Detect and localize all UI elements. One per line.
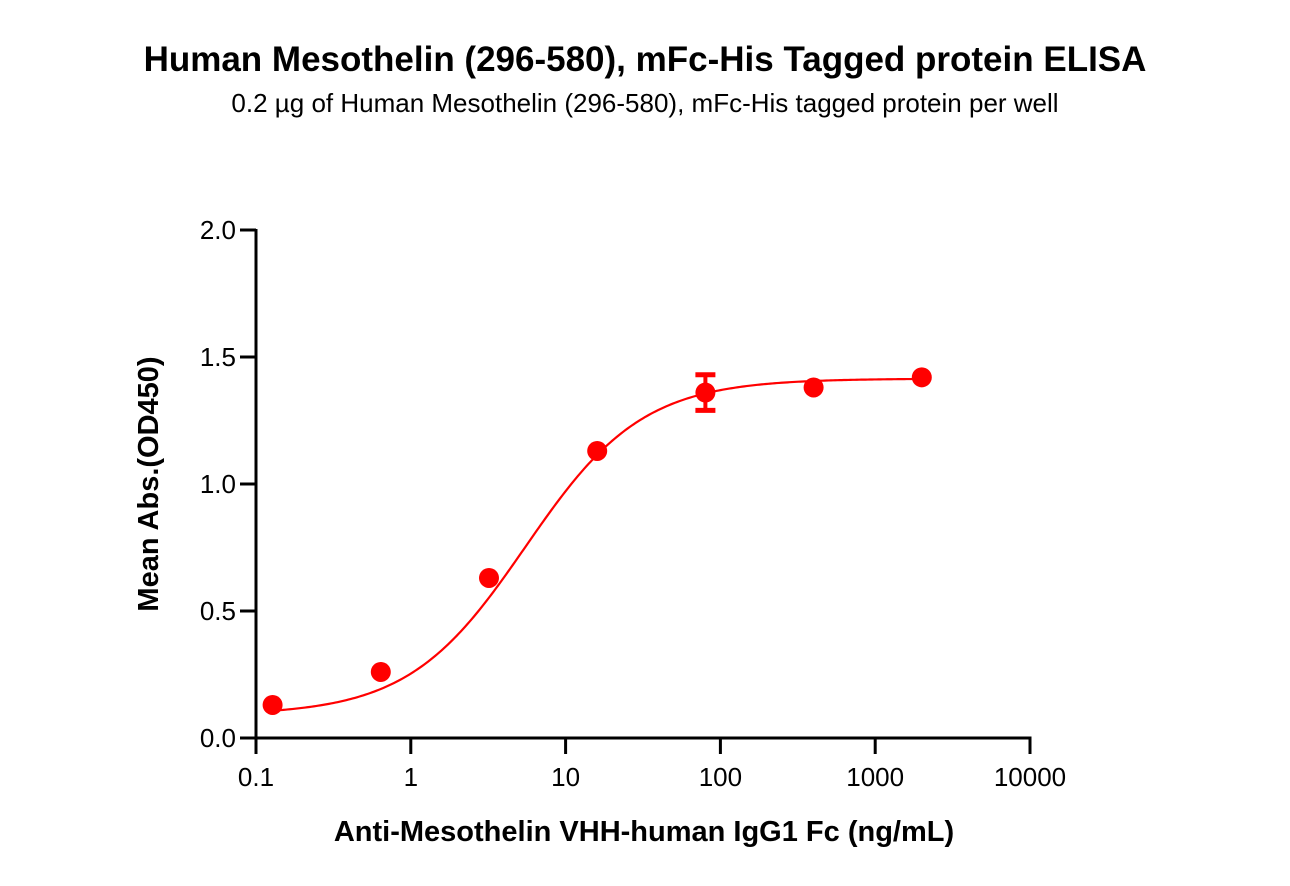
chart-title: Human Mesothelin (296-580), mFc-His Tagg… xyxy=(143,40,1147,79)
fit-curve-path xyxy=(272,377,922,712)
x-tick-label: 1000 xyxy=(846,762,904,792)
data-point xyxy=(911,367,932,388)
x-axis-title: Anti-Mesothelin VHH-human IgG1 Fc (ng/mL… xyxy=(334,816,954,848)
axes: 0.0 0.5 1.0 1.5 2.0 0.1 1 10 100 1000 10000 xyxy=(200,215,1066,792)
y-tick-label: 0.5 xyxy=(200,596,236,626)
data-point xyxy=(803,377,824,398)
chart-subtitle: 0.2 µg of Human Mesothelin (296-580), mF… xyxy=(231,88,1059,118)
data-points xyxy=(262,367,932,715)
data-point xyxy=(587,440,608,461)
y-axis-title: Mean Abs.(OD450) xyxy=(133,356,165,611)
y-tick-label: 1.0 xyxy=(200,469,236,499)
x-tick-label: 10000 xyxy=(994,762,1066,792)
x-tick-label: 100 xyxy=(699,762,742,792)
y-tick-label: 0.0 xyxy=(200,723,236,753)
data-point xyxy=(262,694,283,715)
x-tick-label: 1 xyxy=(404,762,418,792)
y-tick-label: 2.0 xyxy=(200,215,236,245)
fit-curve xyxy=(272,377,922,712)
x-tick-label: 10 xyxy=(551,762,580,792)
x-tick-label: 0.1 xyxy=(238,762,274,792)
data-point xyxy=(478,567,499,588)
data-point xyxy=(370,661,391,682)
data-point xyxy=(695,382,716,403)
y-tick-label: 1.5 xyxy=(200,342,236,372)
